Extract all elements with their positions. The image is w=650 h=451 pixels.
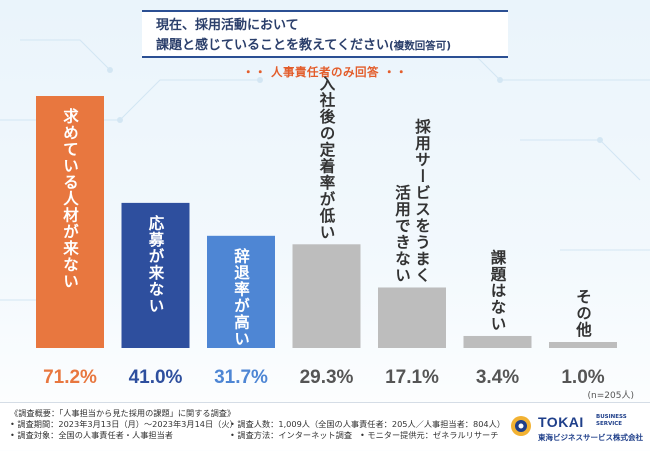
logo-subtext: BUSINESS SERVICE (596, 414, 627, 427)
category-label-2: 応募が来ない (147, 214, 166, 314)
value-label-5: 17.1% (385, 367, 439, 388)
survey-target: • 調査対象：全国の人事責任者・人事担当者 (10, 430, 173, 440)
title-main-text: 課題と感じていることを教えてください (156, 38, 389, 53)
value-label-2: 41.0% (129, 367, 183, 388)
logo-text: TOKAI (538, 414, 584, 430)
title-line-1: 現在、採用活動において (156, 18, 299, 33)
survey-count: • 調査人数：1,009人（全国の人事責任者：205人／人事担当者：804人） (230, 419, 506, 429)
bar-4 (292, 244, 361, 348)
chart-title: 現在、採用活動において 課題と感じていることを教えてください(複数回答可) (142, 10, 508, 58)
category-label-5-line-2: 活用できない (393, 183, 411, 283)
footer: 《調査概要：「人事担当から見た採用の課題」に関する調査》 • 調査期間：2023… (0, 402, 650, 451)
value-label-1: 71.2% (43, 367, 97, 388)
survey-period: • 調査期間：2023年3月13日（月）〜2023年3月14日（火） (10, 419, 238, 429)
category-label-7: その他 (574, 289, 593, 339)
bar-7 (549, 342, 617, 348)
category-label-3: 辞退率が高い (232, 246, 250, 346)
bar-2 (121, 202, 190, 348)
bar-6 (463, 335, 532, 348)
bar-5 (378, 287, 446, 348)
survey-monitor: • モニター提供元：ゼネラルリサーチ (360, 430, 499, 440)
title-line-2: 課題と感じていることを教えてください(複数回答可) (156, 36, 508, 56)
value-label-4: 29.3% (300, 367, 354, 388)
bar-3 (207, 235, 275, 348)
value-label-6: 3.4% (476, 367, 519, 388)
survey-title: 《調査概要：「人事担当から見た採用の課題」に関する調査》 (10, 408, 236, 418)
survey-method: • 調査方法：インターネット調査 (230, 430, 353, 440)
sample-size-note: (n=205人) (587, 391, 634, 401)
category-label-1: 求めている人材が来ない (61, 107, 80, 290)
bar-chart: 求めている人材が来ない 71.2% 応募が来ない 41.0% 辞退率が高い 31.7% 入社… (36, 75, 617, 388)
chart-subtitle: ・・ 人事責任者のみ回答 ・・ (242, 65, 408, 79)
bar-1 (36, 96, 104, 348)
value-label-3: 31.7% (214, 367, 268, 388)
title-note: (複数回答可) (388, 40, 452, 52)
category-label-5-line-1: 採用サービスをうまく (413, 117, 431, 283)
company-name: 東海ビジネスサービス株式会社 (538, 433, 643, 442)
category-label-4: 入社後の定着率が低い (318, 75, 337, 240)
value-label-7: 1.0% (561, 367, 604, 388)
tokai-logo-icon (511, 416, 531, 436)
category-label-6: 課題はない (489, 248, 507, 332)
